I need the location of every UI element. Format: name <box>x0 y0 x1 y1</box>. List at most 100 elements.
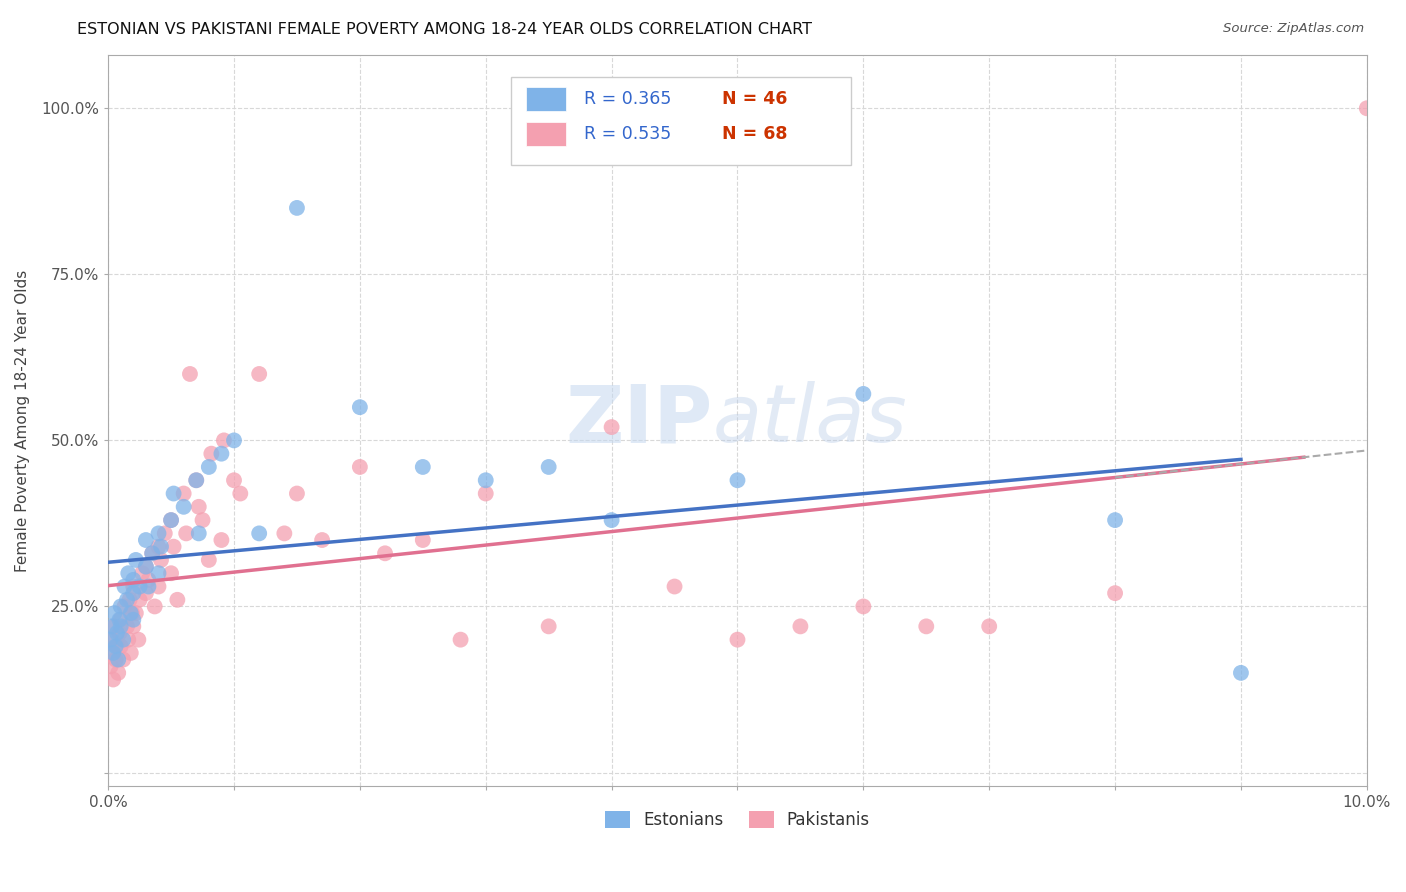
Point <box>174 526 197 541</box>
Text: ESTONIAN VS PAKISTANI FEMALE POVERTY AMONG 18-24 YEAR OLDS CORRELATION CHART: ESTONIAN VS PAKISTANI FEMALE POVERTY AMO… <box>77 22 813 37</box>
Point <box>115 619 138 633</box>
Point <box>103 606 125 620</box>
Point <box>537 459 560 474</box>
Point <box>1104 513 1126 527</box>
Point <box>117 632 139 647</box>
Point <box>474 486 496 500</box>
Point <box>160 566 183 581</box>
Point <box>104 640 127 654</box>
Point <box>107 652 129 666</box>
Point <box>138 580 160 594</box>
FancyBboxPatch shape <box>510 77 851 165</box>
Point <box>128 580 150 594</box>
Point <box>474 473 496 487</box>
Point <box>148 580 170 594</box>
Point <box>122 573 145 587</box>
Point <box>162 486 184 500</box>
Point <box>100 632 122 647</box>
Point <box>1104 586 1126 600</box>
Point <box>122 580 145 594</box>
Point <box>187 526 209 541</box>
Point <box>186 473 208 487</box>
Point <box>121 606 143 620</box>
Point <box>101 673 124 687</box>
Point <box>110 619 132 633</box>
Point <box>349 459 371 474</box>
Point <box>727 632 749 647</box>
Point <box>160 513 183 527</box>
Point <box>412 459 434 474</box>
Text: Source: ZipAtlas.com: Source: ZipAtlas.com <box>1223 22 1364 36</box>
Point <box>186 473 208 487</box>
Point <box>153 526 176 541</box>
Point <box>915 619 938 633</box>
Point <box>222 434 245 448</box>
Point <box>122 613 145 627</box>
Point <box>150 540 173 554</box>
Point <box>222 473 245 487</box>
Point <box>135 586 157 600</box>
Point <box>198 459 221 474</box>
Point <box>162 540 184 554</box>
Point <box>273 526 295 541</box>
Point <box>141 546 163 560</box>
Point <box>98 646 121 660</box>
Point <box>198 553 221 567</box>
Point <box>110 599 132 614</box>
Point <box>349 400 371 414</box>
Point <box>120 646 142 660</box>
Point <box>148 566 170 581</box>
Point <box>229 486 252 500</box>
Point <box>108 626 131 640</box>
Point <box>101 632 124 647</box>
Point <box>105 626 128 640</box>
Point <box>143 599 166 614</box>
Legend: Estonians, Pakistanis: Estonians, Pakistanis <box>599 805 877 836</box>
Point <box>104 652 127 666</box>
Text: ZIP: ZIP <box>565 382 713 459</box>
Point <box>107 665 129 680</box>
Point <box>173 500 195 514</box>
Point <box>114 599 136 614</box>
Point <box>247 526 270 541</box>
Point <box>187 500 209 514</box>
Point <box>138 573 160 587</box>
Text: N = 46: N = 46 <box>723 90 787 108</box>
Point <box>127 632 149 647</box>
Point <box>148 540 170 554</box>
Point <box>103 619 125 633</box>
Point <box>105 640 128 654</box>
Text: R = 0.365: R = 0.365 <box>583 90 671 108</box>
Point <box>166 592 188 607</box>
Point <box>179 367 201 381</box>
Point <box>110 613 132 627</box>
Point <box>115 592 138 607</box>
Point <box>600 513 623 527</box>
Point <box>160 513 183 527</box>
Point <box>727 473 749 487</box>
Point <box>125 553 148 567</box>
Point <box>374 546 396 560</box>
Point <box>122 586 145 600</box>
Text: R = 0.535: R = 0.535 <box>583 125 671 143</box>
Point <box>664 580 686 594</box>
Point <box>100 659 122 673</box>
Point <box>311 533 333 547</box>
Point <box>118 592 141 607</box>
Point <box>101 619 124 633</box>
Point <box>148 526 170 541</box>
Point <box>120 606 142 620</box>
Point <box>122 619 145 633</box>
Point <box>789 619 811 633</box>
Point <box>247 367 270 381</box>
Point <box>1355 101 1378 115</box>
Point <box>110 640 132 654</box>
Text: atlas: atlas <box>713 382 907 459</box>
Point <box>112 632 135 647</box>
Point <box>412 533 434 547</box>
Point <box>135 533 157 547</box>
FancyBboxPatch shape <box>526 87 567 111</box>
Point <box>285 486 308 500</box>
Point <box>1230 665 1253 680</box>
Point <box>285 201 308 215</box>
